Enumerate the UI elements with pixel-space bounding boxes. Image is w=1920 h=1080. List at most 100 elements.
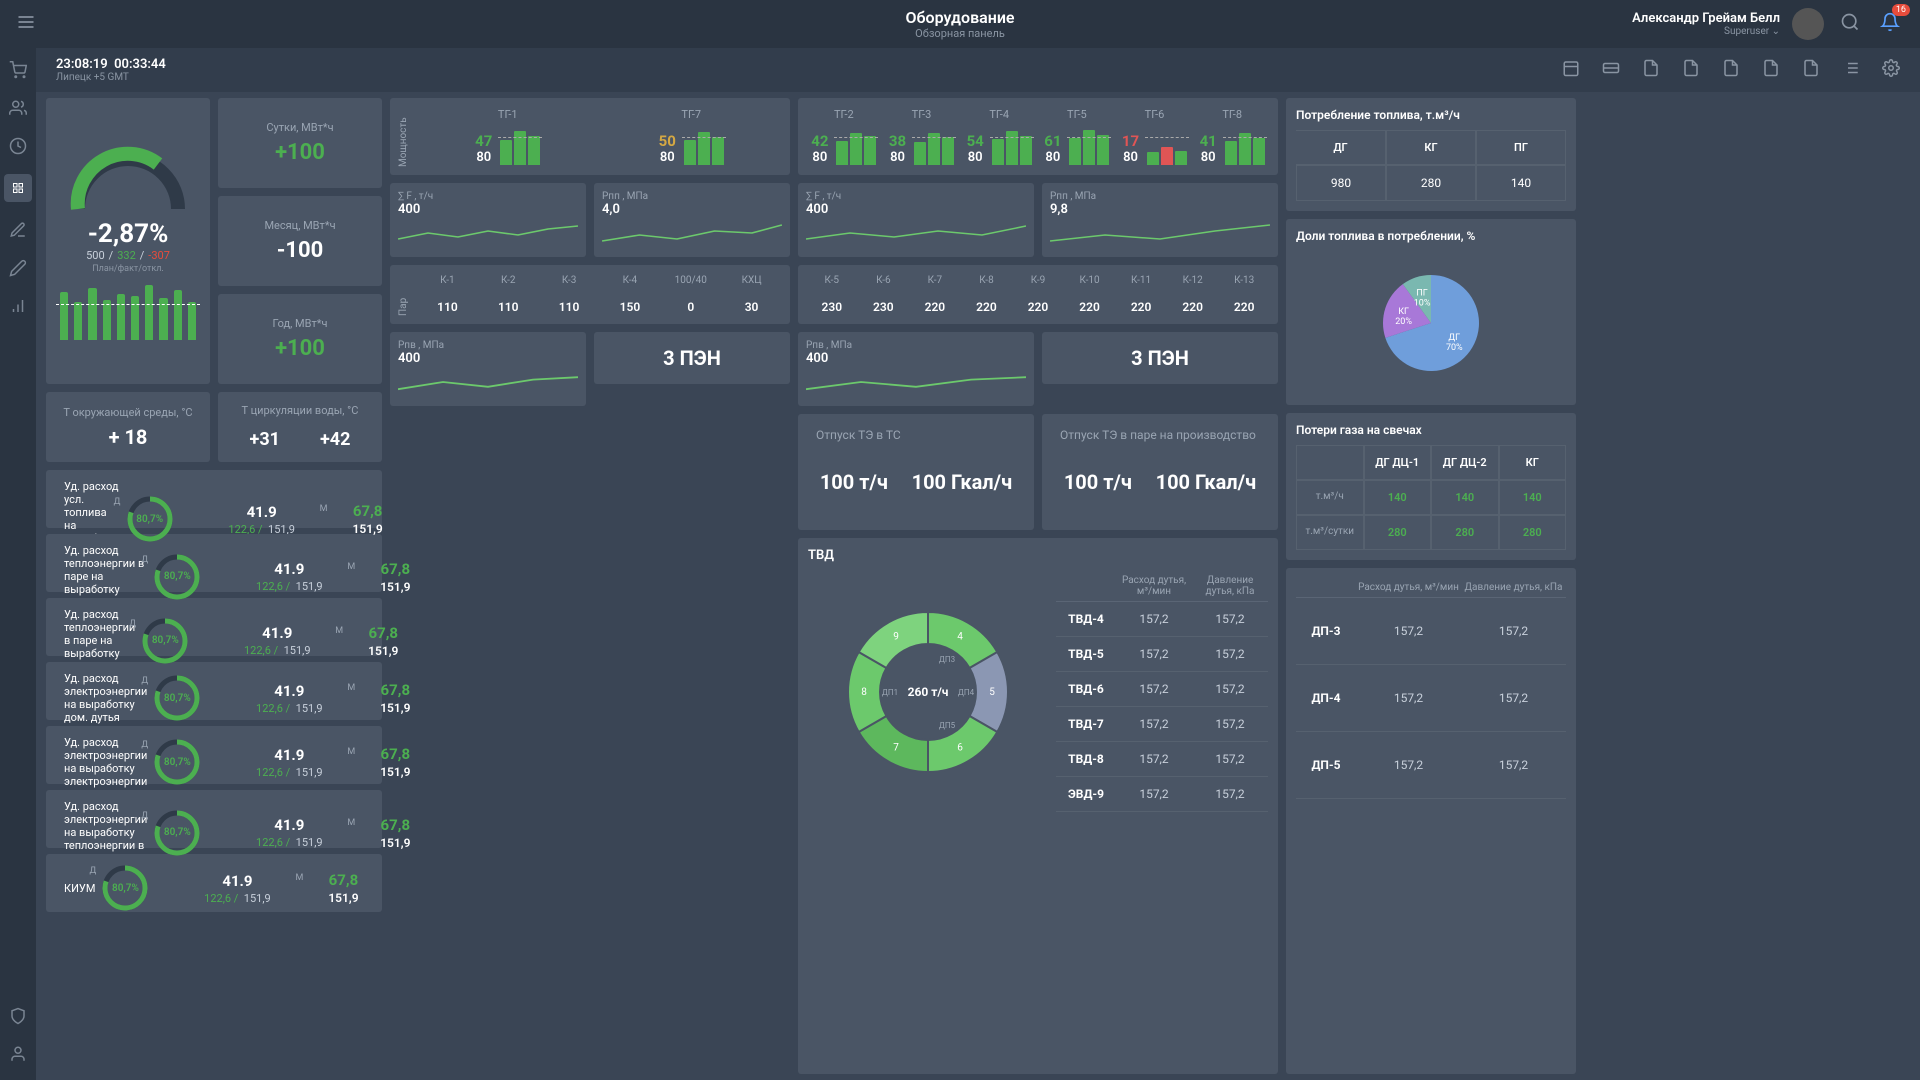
tool-doc4-icon[interactable] [1762,59,1780,81]
k-cell: К-2110 [480,275,537,314]
svg-text:7: 7 [893,742,899,753]
period-day-panel: Сутки, МВт*ч +100 [218,98,382,188]
bar [74,302,82,340]
kpi-m-vals: М 67,8 151,9 [343,624,423,658]
kpi-ring: Д 80,7% [153,674,201,722]
gauge-arc [63,139,193,219]
kpi-row: КИУМ Д 80,7% 41.9 122,6 / 151,9 М 67,8 1… [46,854,382,912]
menu-icon[interactable] [16,12,36,36]
period-label: Месяц, МВт*ч [264,219,335,232]
table-row: ЭВД-9157,2157,2 [1056,777,1268,812]
tg-card: ТГ-4 54 80 [963,108,1035,165]
sidebar-users-icon[interactable] [8,98,28,118]
table-row: ТВД-7157,2157,2 [1056,707,1268,742]
sidebar-chart-icon[interactable] [8,296,28,316]
bar [131,296,139,340]
period-value: +100 [275,336,325,361]
temp-label: Т циркуляции воды, °С [242,404,359,417]
tvd-donut: 4ДП35ДП46ДП578ДП19 260 т/ч [808,571,1048,812]
user-block[interactable]: Александр Грейам Белл Superuser ⌄ [1632,11,1780,37]
temp-circ-panel: Т циркуляции воды, °С +31 +42 [218,392,382,462]
power-label: Мощность [394,102,413,171]
tg-card: ТГ-5 61 80 [1041,108,1113,165]
k-cell: К-5230 [808,275,856,314]
kpi-ring: Д 80,7% [153,553,201,601]
daily-barchart [56,284,200,344]
kpi-row: Уд. расход теплоэнергии в паре на вырабо… [46,598,382,656]
svg-text:20%: 20% [1395,317,1412,327]
sidebar-dashboard-icon[interactable] [4,174,32,202]
k-cell: К-11220 [1117,275,1165,314]
kpi-d-vals: 41.9 122,6 / 151,9 [217,624,337,657]
bar [188,302,196,340]
kpi-d-vals: 41.9 122,6 / 151,9 [177,872,297,905]
page-title-block: Оборудование Обзорная панель [905,8,1014,40]
pen-a: 3 ПЭН [594,332,790,384]
tg-card: ТГ-6 17 80 [1119,108,1191,165]
kpi-d-vals: 41.9 122,6 / 151,9 [229,682,349,715]
avatar[interactable] [1792,8,1824,40]
kpi-ring: Д 80,7% [101,864,149,912]
k-cell: К-1110 [419,275,476,314]
k-cell: К-10220 [1066,275,1114,314]
period-month-panel: Месяц, МВт*ч -100 [218,196,382,286]
kpi-ring: Д 80,7% [153,738,201,786]
sidebar-shield-icon[interactable] [8,1006,28,1026]
bar [103,300,111,340]
release-ts: Отпуск ТЭ в ТС 100 т/ч 100 Гкал/ч [798,414,1034,530]
dp-panel: Расход дутья, м³/мин Давление дутья, кПа… [1286,568,1576,1074]
sidebar-cart-icon[interactable] [8,60,28,80]
spark-b0: ∑ F , т/ч 400 [798,183,1034,257]
bell-icon[interactable]: 16 [1876,8,1904,40]
col-4: Потребление топлива, т.м³/ч ДГКГПГ980280… [1286,98,1576,1074]
tool-gear-icon[interactable] [1882,59,1900,81]
sidebar-pencil-icon[interactable] [8,258,28,278]
sidebar-edit-icon[interactable] [8,220,28,240]
tool-calendar-icon[interactable] [1562,59,1580,81]
tool-card-icon[interactable] [1602,59,1620,81]
pen-b: 3 ПЭН [1042,332,1278,384]
tool-doc1-icon[interactable] [1642,59,1660,81]
k-cell: 100/400 [662,275,719,314]
temp-label: Т окружающей среды, °С [63,406,192,419]
tool-list-icon[interactable] [1842,59,1860,81]
kpi-ring: Д 80,7% [153,809,201,857]
bar [174,290,182,340]
kpi-d-vals: 41.9 122,6 / 151,9 [229,560,349,593]
tool-doc3-icon[interactable] [1722,59,1740,81]
k-cell: КХЦ30 [723,275,780,314]
k-cell: К-9220 [1014,275,1062,314]
col-1: -2,87% 500/ 332/ -307 План/факт/откл. Су… [46,98,382,1074]
sidebar [0,48,36,1080]
temp-value: + 18 [109,425,148,449]
tool-doc2-icon[interactable] [1682,59,1700,81]
tvd-table: Расход дутья, м³/мин Давление дутья, кПа… [1056,571,1268,812]
kpi-ring: Д 80,7% [141,617,189,665]
kpi-ring: Д 80,7% [126,495,174,543]
table-row: ТВД-6157,2157,2 [1056,672,1268,707]
sidebar-user-icon[interactable] [8,1044,28,1064]
svg-text:ДП3: ДП3 [939,655,955,664]
svg-text:ДП5: ДП5 [939,720,956,729]
kpi-row: Уд. расход электроэнергии на выработку д… [46,662,382,720]
plan-legend: План/факт/откл. [92,264,164,274]
kpi-row: Уд. расход электроэнергии на выработку т… [46,790,382,848]
svg-text:5: 5 [989,687,995,698]
user-role: Superuser ⌄ [1632,26,1780,37]
k-cell: К-13220 [1220,275,1268,314]
kpi-m-vals: М 67,8 151,9 [355,816,435,850]
kpi-d-vals: 41.9 122,6 / 151,9 [229,816,349,849]
period-value: -100 [277,238,324,263]
page-subtitle: Обзорная панель [905,27,1014,40]
k-cell: К-3110 [541,275,598,314]
tg-card: ТГ-7 50 80 [603,108,781,165]
kpi-row: Уд. расход теплоэнергии в паре на вырабо… [46,534,382,592]
tool-doc5-icon[interactable] [1802,59,1820,81]
kpi-m-vals: М 67,8 151,9 [303,871,383,905]
share-pie: ДГ70%КГ20%ПГ10% [1296,251,1566,395]
ppv-b: Рпв , МПа 400 [798,332,1034,406]
release-prod: Отпуск ТЭ в паре на производство 100 т/ч… [1042,414,1278,530]
kpi-list: Уд. расход усл. топлива на выработку пар… [46,470,382,912]
search-icon[interactable] [1836,8,1864,40]
sidebar-gauge-icon[interactable] [8,136,28,156]
